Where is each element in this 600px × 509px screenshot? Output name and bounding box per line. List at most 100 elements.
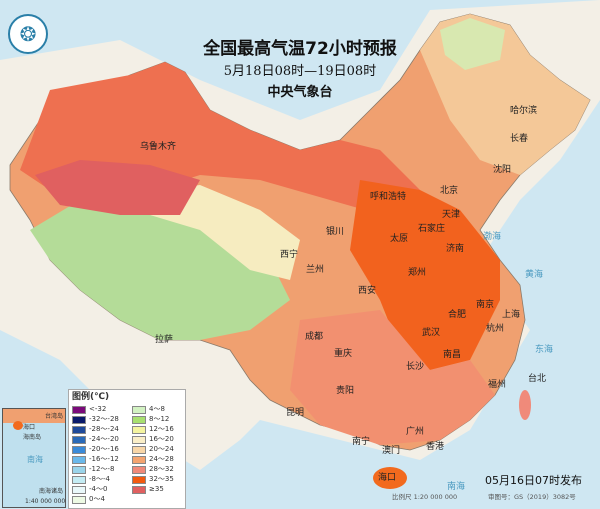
legend-swatch xyxy=(72,435,86,444)
central-hottest-zone xyxy=(350,180,500,370)
city-label: 昆明 xyxy=(286,408,305,418)
tarim-hot-zone xyxy=(35,160,200,215)
legend-item: -16～-12 xyxy=(72,455,132,464)
legend-item: -28～-24 xyxy=(72,425,132,434)
northeast-green-zone xyxy=(440,18,505,70)
legend-swatch xyxy=(132,445,146,454)
sea-label: 黄海 xyxy=(525,270,544,280)
legend-item: 24～28 xyxy=(132,455,186,464)
legend-item: -24～-20 xyxy=(72,435,132,444)
legend-label: -16～-12 xyxy=(89,455,119,463)
city-label: 福州 xyxy=(488,380,507,390)
city-label: 重庆 xyxy=(334,349,353,359)
city-label: 天津 xyxy=(442,210,461,220)
sea-label: 渤海 xyxy=(483,232,502,242)
sea-label: 东海 xyxy=(535,345,554,355)
legend-swatch xyxy=(72,455,86,464)
map-title: 全国最高气温72小时预报 xyxy=(203,39,397,59)
city-label: 西宁 xyxy=(280,250,299,260)
legend-label: 32～35 xyxy=(149,475,174,483)
city-label: 济南 xyxy=(446,244,465,254)
legend-item: -12～-8 xyxy=(72,465,132,474)
legend-item: -4～0 xyxy=(72,485,132,494)
city-label: 北京 xyxy=(440,186,459,196)
legend-item: -8～-4 xyxy=(72,475,132,484)
legend-label: -4～0 xyxy=(89,485,108,493)
legend-label: -32～-28 xyxy=(89,415,119,423)
city-label: 沈阳 xyxy=(493,165,512,175)
sea-label: 南海 xyxy=(447,482,466,492)
city-label: 呼和浩特 xyxy=(370,192,407,202)
legend-label: -28～-24 xyxy=(89,425,119,433)
city-label: 南京 xyxy=(476,300,495,310)
city-label: 南昌 xyxy=(443,350,462,360)
cma-logo-icon: ❂ xyxy=(8,14,48,54)
review-number: 审图号：GS（2019）3082号 xyxy=(488,493,576,501)
city-label: 长沙 xyxy=(406,362,425,372)
city-label: 西安 xyxy=(358,286,377,296)
city-label: 郑州 xyxy=(408,268,427,278)
agency-name: 中央气象台 xyxy=(267,85,333,100)
city-label: 广州 xyxy=(406,427,425,437)
city-label: 拉萨 xyxy=(155,335,174,345)
city-label: 台北 xyxy=(528,374,547,384)
city-label: 兰州 xyxy=(306,265,325,275)
inset-scale: 1:40 000 000 xyxy=(25,498,66,505)
legend-item: 4～8 xyxy=(132,405,186,414)
city-label: 杭州 xyxy=(486,324,505,334)
city-label: 南宁 xyxy=(352,437,371,447)
legend-label: 0～4 xyxy=(89,495,105,503)
inset-label: 台湾岛 xyxy=(45,413,64,420)
city-label: 长春 xyxy=(510,134,529,144)
legend-item: 32～35 xyxy=(132,475,186,484)
inset-label: 海口 xyxy=(23,424,36,431)
legend: 图例(℃) <-32 4～8 -32～-28 8～12 -28～-24 12～16 -24～… xyxy=(68,389,186,509)
legend-label: 28～32 xyxy=(149,465,174,473)
legend-item: 16～20 xyxy=(132,435,186,444)
legend-swatch xyxy=(132,465,146,474)
map-scale: 比例尺 1:20 000 000 xyxy=(392,493,458,501)
legend-label: <-32 xyxy=(89,405,107,413)
city-label: 澳门 xyxy=(382,446,401,456)
legend-swatch xyxy=(72,485,86,494)
legend-swatch xyxy=(132,455,146,464)
legend-item: 12～16 xyxy=(132,425,186,434)
legend-swatch xyxy=(72,405,86,414)
legend-label: -20～-16 xyxy=(89,445,119,453)
legend-label: -12～-8 xyxy=(89,465,115,473)
legend-label: 4～8 xyxy=(149,405,165,413)
legend-item: 28～32 xyxy=(132,465,186,474)
legend-label: 24～28 xyxy=(149,455,174,463)
legend-label: 20～24 xyxy=(149,445,174,453)
city-label: 乌鲁木齐 xyxy=(140,142,177,152)
legend-label: -8～-4 xyxy=(89,475,110,483)
legend-label: -24～-20 xyxy=(89,435,119,443)
city-label: 武汉 xyxy=(422,328,441,338)
city-label: 香港 xyxy=(426,442,445,452)
legend-swatch xyxy=(72,415,86,424)
taiwan-island xyxy=(519,390,531,420)
legend-item: 0～4 xyxy=(72,495,132,504)
city-label: 石家庄 xyxy=(418,224,446,234)
city-label: 贵阳 xyxy=(336,386,355,396)
legend-swatch xyxy=(132,435,146,444)
inset-label: 南海诸岛 xyxy=(39,488,64,495)
south-warm-zone xyxy=(290,310,495,445)
legend-item: 8～12 xyxy=(132,415,186,424)
city-label: 哈尔滨 xyxy=(510,106,538,116)
legend-label: 16～20 xyxy=(149,435,174,443)
legend-label: 8～12 xyxy=(149,415,170,423)
legend-item: ≥35 xyxy=(132,485,186,494)
hainan-island xyxy=(373,467,407,489)
legend-title: 图例(℃) xyxy=(72,392,110,402)
issue-time: 05月16日07时发布 xyxy=(485,474,582,487)
legend-item: <-32 xyxy=(72,405,132,414)
legend-swatch xyxy=(132,475,146,484)
legend-swatch xyxy=(132,415,146,424)
city-label: 银川 xyxy=(326,227,345,237)
legend-swatch xyxy=(72,495,86,504)
south-china-sea-inset: 海口 海南岛 台湾岛 南海 南海诸岛 1:40 000 000 xyxy=(2,408,66,508)
city-label: 海口 xyxy=(378,473,397,483)
inset-label: 海南岛 xyxy=(23,434,42,441)
